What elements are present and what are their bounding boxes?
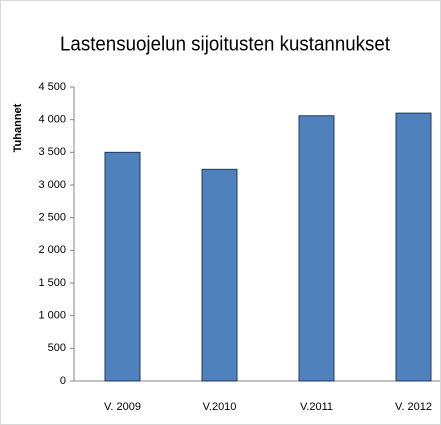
bar bbox=[298, 115, 335, 382]
y-tick-label: 1 500 bbox=[38, 277, 66, 289]
y-tick-label: 4 000 bbox=[38, 114, 66, 126]
bar bbox=[395, 112, 432, 382]
chart-title: Lastensuojelun sijoitusten kustannukset bbox=[60, 33, 390, 55]
y-tick-label: 2 000 bbox=[38, 244, 66, 256]
y-tick-label: 4 500 bbox=[38, 81, 66, 93]
y-tick-label: 1 000 bbox=[38, 310, 66, 322]
y-tick-label: 0 bbox=[60, 375, 66, 387]
bar bbox=[104, 151, 141, 382]
bar bbox=[201, 168, 238, 382]
x-tick-label: V. 2012 bbox=[395, 401, 432, 413]
x-tick-label: V.2010 bbox=[203, 401, 237, 413]
x-tick-label: V. 2009 bbox=[104, 401, 141, 413]
x-tick-label: V.2011 bbox=[300, 401, 333, 413]
y-tick-label: 500 bbox=[48, 342, 66, 354]
y-tick-label: 2 500 bbox=[38, 212, 66, 224]
y-tick-label: 3 000 bbox=[38, 179, 66, 191]
y-axis-label: Tuhannet bbox=[12, 103, 24, 152]
y-tick-label: 3 500 bbox=[38, 146, 66, 158]
